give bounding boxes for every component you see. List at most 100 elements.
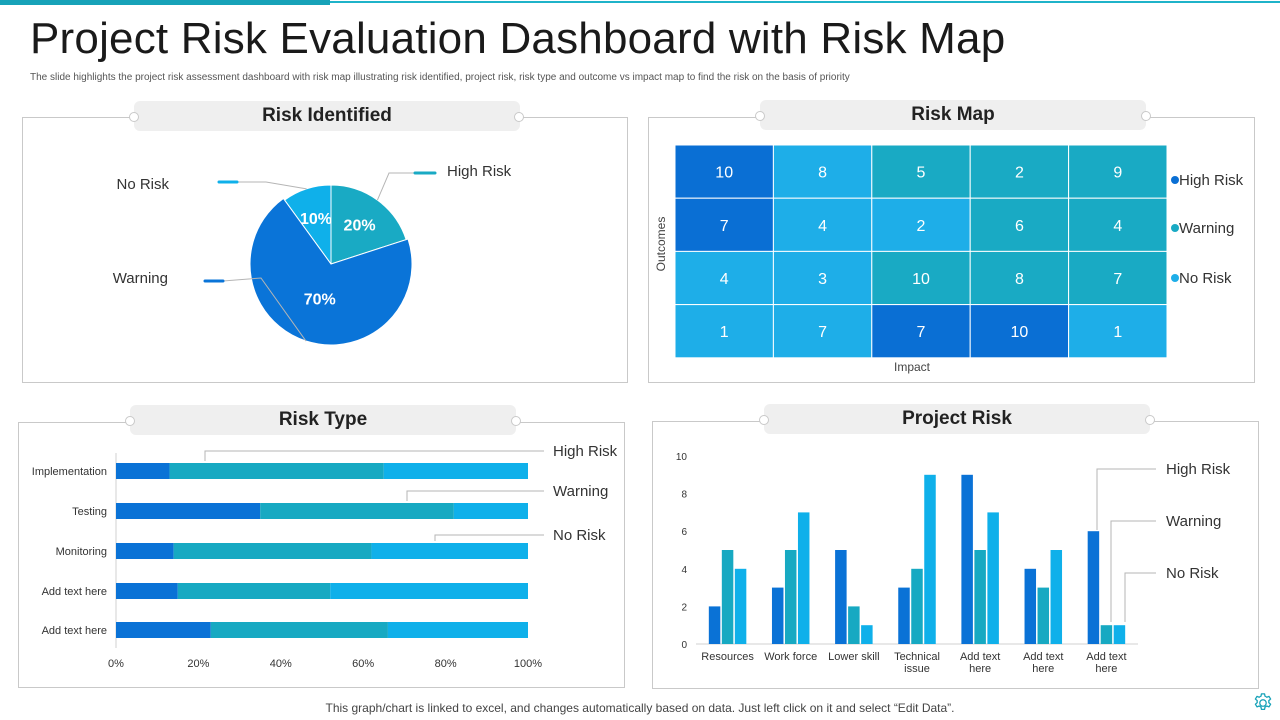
risk-map-cell-r2-c2[interactable] — [772, 197, 873, 252]
risk-map-cell-value-r3-c2: 3 — [818, 271, 827, 288]
pie-leader-line-warning — [222, 277, 307, 342]
risk-map-cell-r3-c3[interactable] — [871, 250, 971, 306]
project-risk-bar-high-risk-group-5[interactable] — [961, 474, 973, 644]
project-risk-bar-high-risk-group-7[interactable] — [1087, 531, 1100, 644]
risk-map-cell-r2-c4[interactable] — [969, 197, 1070, 252]
project-risk-legend-leader-warning — [1110, 520, 1156, 622]
risk-map-cell-r4-c3[interactable] — [871, 304, 971, 359]
risk-type-bar-high-risk-row-3[interactable] — [116, 543, 174, 559]
project-risk-bar-warning-group-6[interactable] — [1037, 587, 1050, 644]
risk-type-bar-high-risk-row-5[interactable] — [116, 622, 211, 638]
pie-value-label-warning: 70% — [304, 292, 336, 309]
project-risk-category-label-7: Add text here — [1086, 651, 1126, 675]
project-risk-bar-no-risk-group-1[interactable] — [734, 568, 747, 644]
risk-map-cell-value-r1-c3: 5 — [917, 165, 926, 182]
project-risk-bar-warning-group-5[interactable] — [974, 550, 986, 644]
risk-type-bar-no-risk-row-3[interactable] — [371, 543, 528, 559]
project-risk-bar-warning-group-7[interactable] — [1100, 625, 1113, 644]
project-risk-bar-warning-group-1[interactable] — [721, 550, 734, 644]
project-risk-bar-no-risk-group-6[interactable] — [1050, 550, 1063, 644]
header-connector-dot — [1145, 415, 1155, 425]
risk-map-cell-value-r1-c2: 8 — [818, 165, 827, 182]
gear-icon[interactable] — [1252, 692, 1274, 714]
risk-map-cell-value-r2-c3: 2 — [917, 218, 926, 235]
risk-map-cell-r3-c1[interactable] — [674, 250, 774, 306]
risk-type-category-label-5: Add text here — [42, 625, 107, 637]
risk-map-cell-r4-c1[interactable] — [674, 304, 774, 359]
risk-map-cell-r4-c2[interactable] — [772, 304, 873, 359]
project-risk-bar-warning-group-4[interactable] — [911, 568, 923, 644]
risk-map-y-axis-label: Outcomes — [654, 217, 668, 272]
risk-map-legend-label-high-risk: High Risk — [1179, 172, 1244, 189]
risk-map-cell-r2-c1[interactable] — [674, 197, 774, 252]
project-risk-legend-leader-no-risk — [1124, 572, 1156, 622]
pie-slice-high-risk[interactable] — [330, 184, 407, 265]
risk-type-legend-leader-warning — [406, 490, 544, 501]
risk-type-panel: Implementation Testing Monitoring Add text … — [18, 422, 625, 688]
risk-type-category-label-1: Implementation — [32, 466, 107, 478]
project-risk-bar-no-risk-group-2[interactable] — [797, 512, 810, 644]
risk-map-cell-r3-c2[interactable] — [772, 250, 873, 306]
project-risk-y-tick-label: 2 — [681, 602, 687, 613]
project-risk-bar-no-risk-group-5[interactable] — [987, 512, 999, 644]
risk-map-cell-r4-c4[interactable] — [969, 304, 1070, 359]
header-connector-dot — [129, 112, 139, 122]
project-risk-bar-no-risk-group-7[interactable] — [1113, 625, 1126, 644]
project-risk-panel: 0 2 4 6 8 10 Resources Work force Lower skill Tec… — [652, 421, 1259, 689]
page-subtitle: The slide highlights the project risk as… — [30, 72, 850, 83]
header-connector-dot — [755, 111, 765, 121]
risk-type-legend-leader-high-risk — [204, 450, 544, 461]
risk-type-bar-no-risk-row-1[interactable] — [383, 463, 528, 479]
risk-type-x-tick-label: 0% — [108, 658, 124, 670]
risk-type-header: Risk Type — [130, 405, 516, 435]
risk-type-category-label-2: Testing — [72, 506, 107, 518]
risk-map-cell-r1-c5[interactable] — [1068, 144, 1168, 199]
project-risk-y-tick-label: 6 — [681, 527, 687, 538]
risk-map-legend-dot-no-risk — [1171, 274, 1179, 282]
project-risk-y-tick-label: 10 — [676, 452, 688, 463]
risk-type-bar-high-risk-row-2[interactable] — [116, 503, 261, 519]
project-risk-bar-no-risk-group-3[interactable] — [861, 625, 873, 644]
risk-type-bar-chart[interactable]: Implementation Testing Monitoring Add text … — [19, 423, 624, 687]
risk-map-cell-value-r2-c1: 7 — [720, 218, 729, 235]
project-risk-bar-high-risk-group-3[interactable] — [835, 550, 847, 644]
risk-type-x-tick-label: 40% — [270, 658, 292, 670]
risk-map-cell-r1-c4[interactable] — [969, 144, 1070, 199]
risk-map-heatmap[interactable]: 10 8 5 2 9 7 4 2 6 4 4 3 10 8 7 1 7 7 10 1 Impact Outcomes Hig… — [649, 118, 1254, 382]
risk-map-cell-r3-c4[interactable] — [969, 250, 1070, 306]
project-risk-legend-leader-high-risk — [1096, 468, 1156, 530]
project-risk-bar-high-risk-group-6[interactable] — [1024, 568, 1037, 644]
risk-map-cell-value-r3-c1: 4 — [720, 271, 729, 288]
pie-legend-label-warning: Warning — [113, 270, 168, 287]
risk-map-cell-r3-c5[interactable] — [1068, 250, 1168, 306]
risk-map-legend-dot-warning — [1171, 224, 1179, 232]
risk-map-panel: 10 8 5 2 9 7 4 2 6 4 4 3 10 8 7 1 7 7 10 1 Impact Outcomes Hig… — [648, 117, 1255, 383]
risk-identified-pie-chart[interactable]: 10% No Risk 20% High Risk 70% Warning — [23, 118, 627, 382]
risk-type-bar-warning-row-2[interactable] — [260, 503, 454, 519]
risk-map-cell-r1-c1[interactable] — [674, 144, 774, 199]
project-risk-bar-high-risk-group-4[interactable] — [898, 587, 910, 644]
risk-type-bar-no-risk-row-4[interactable] — [330, 583, 528, 599]
risk-type-bar-no-risk-row-2[interactable] — [453, 503, 528, 519]
project-risk-bar-high-risk-group-2[interactable] — [771, 587, 784, 644]
project-risk-bar-warning-group-3[interactable] — [848, 606, 860, 644]
risk-type-bar-no-risk-row-5[interactable] — [387, 622, 528, 638]
risk-type-bar-warning-row-4[interactable] — [177, 583, 331, 599]
risk-type-bar-warning-row-1[interactable] — [169, 463, 384, 479]
risk-map-cell-r2-c5[interactable] — [1068, 197, 1168, 252]
risk-type-bar-high-risk-row-4[interactable] — [116, 583, 178, 599]
risk-map-cell-r4-c5[interactable] — [1068, 304, 1168, 359]
risk-type-bar-warning-row-5[interactable] — [210, 622, 388, 638]
project-risk-y-tick-label: 8 — [681, 490, 687, 501]
risk-map-legend-label-no-risk: No Risk — [1179, 270, 1232, 287]
risk-map-cell-r1-c2[interactable] — [772, 144, 873, 199]
project-risk-bar-no-risk-group-4[interactable] — [924, 474, 936, 644]
risk-map-cell-value-r4-c5: 1 — [1113, 324, 1122, 341]
page-title: Project Risk Evaluation Dashboard with R… — [30, 14, 1006, 63]
risk-type-bar-high-risk-row-1[interactable] — [116, 463, 170, 479]
risk-type-legend-label-no-risk: No Risk — [553, 527, 606, 544]
project-risk-bar-chart[interactable]: 0 2 4 6 8 10 Resources Work force Lower skill Tec… — [653, 422, 1258, 688]
risk-type-bar-warning-row-3[interactable] — [173, 543, 372, 559]
project-risk-bar-high-risk-group-1[interactable] — [708, 606, 721, 644]
project-risk-bar-warning-group-2[interactable] — [784, 550, 797, 644]
